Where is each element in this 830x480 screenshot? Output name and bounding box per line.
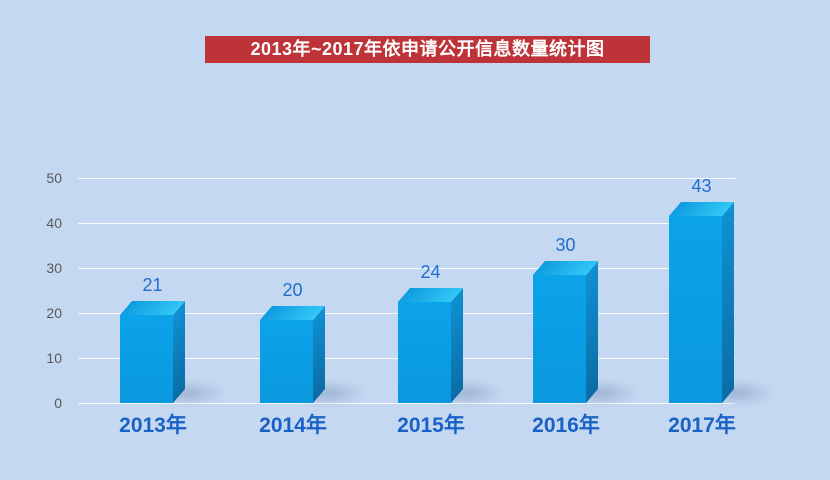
y-axis-tick-label: 20 xyxy=(46,305,62,321)
bar-side-face xyxy=(586,260,598,403)
bar-value-label: 20 xyxy=(282,280,303,300)
x-axis-category-label: 2016年 xyxy=(532,414,600,437)
bar-2016: 30 xyxy=(533,235,643,407)
bar-front-face xyxy=(398,302,451,403)
bar-value-label: 30 xyxy=(555,235,576,255)
y-axis-tick-label: 50 xyxy=(46,170,62,186)
x-axis-category-label: 2014年 xyxy=(259,414,327,437)
bar-2013: 21 xyxy=(120,275,230,407)
bar-2014: 20 xyxy=(260,280,370,407)
y-axis-tick-label: 40 xyxy=(46,215,62,231)
y-axis-tick-label: 10 xyxy=(46,350,62,366)
bar-front-face xyxy=(533,275,586,403)
bar-value-label: 24 xyxy=(420,262,441,282)
bar-front-face xyxy=(120,315,173,403)
y-axis-tick-label: 0 xyxy=(54,395,62,411)
gridline-0 xyxy=(78,403,735,404)
gridline-50 xyxy=(78,178,735,179)
bar-2017: 43 xyxy=(669,176,779,407)
x-axis-category-label: 2013年 xyxy=(119,414,187,437)
bar-value-label: 43 xyxy=(691,176,712,196)
bar-side-face xyxy=(313,305,325,403)
x-axis-category-label: 2015年 xyxy=(397,414,465,437)
bar-2015: 24 xyxy=(398,262,508,407)
chart-title-banner: 2013年~2017年依申请公开信息数量统计图 xyxy=(205,36,650,63)
bar-side-face xyxy=(173,300,185,403)
x-axis-category-label: 2017年 xyxy=(668,414,736,437)
gridline-30 xyxy=(78,268,735,269)
bar-side-face xyxy=(451,287,463,403)
chart-title: 2013年~2017年依申请公开信息数量统计图 xyxy=(250,39,605,59)
gridline-40 xyxy=(78,223,735,224)
bar-side-face xyxy=(722,201,734,403)
bar-front-face xyxy=(669,216,722,403)
bar-value-label: 21 xyxy=(142,275,163,295)
bar-front-face xyxy=(260,320,313,403)
y-axis-tick-label: 30 xyxy=(46,260,62,276)
